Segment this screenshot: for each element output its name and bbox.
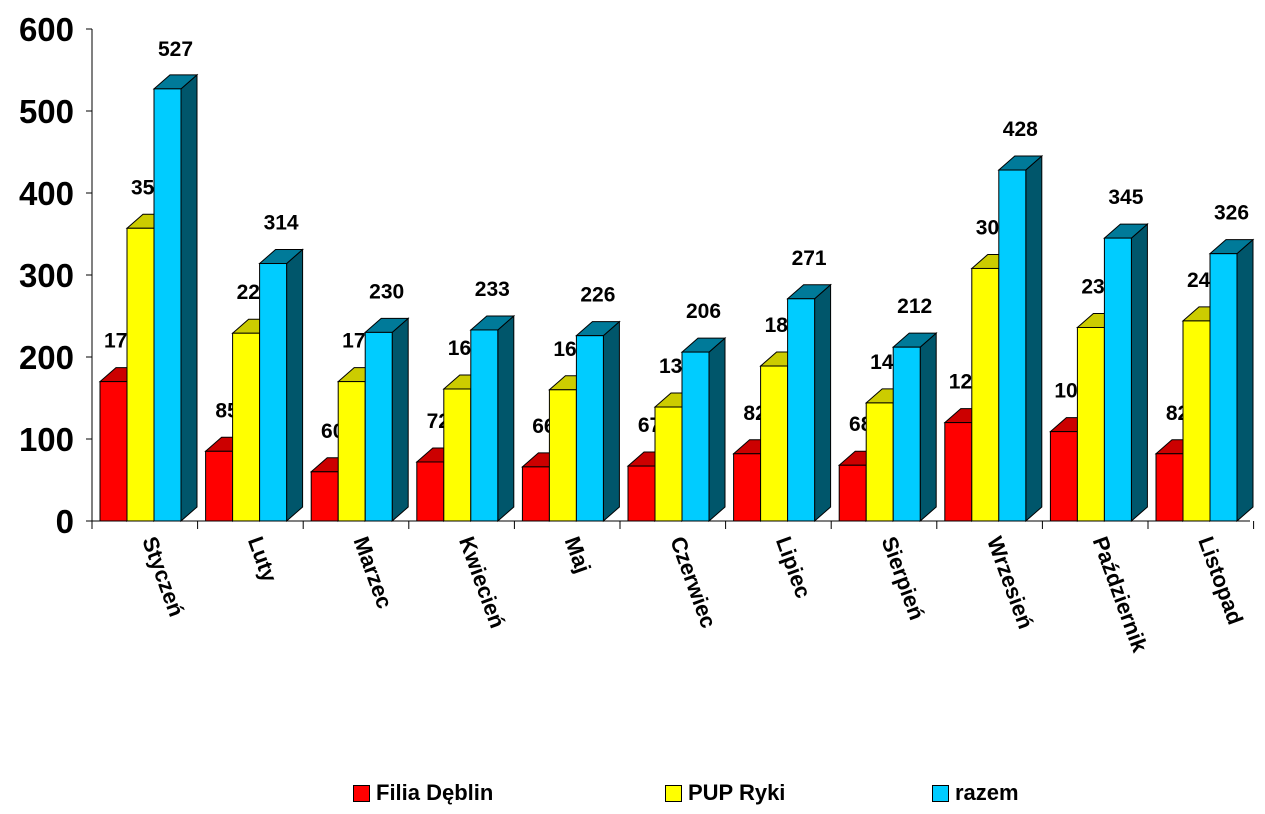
bar-front — [998, 169, 1027, 522]
bar-front — [838, 464, 867, 522]
bar-side — [286, 248, 304, 523]
x-tick-label: Czerwiec — [665, 533, 721, 631]
data-label: 527 — [158, 38, 193, 61]
data-label: 226 — [580, 284, 615, 307]
bar-front — [548, 389, 577, 522]
legend-swatch-filia-deblin — [353, 784, 370, 802]
data-label: 212 — [897, 295, 932, 318]
legend-item-razem: razem — [932, 780, 1019, 806]
bar-side — [391, 317, 409, 523]
data-label: 345 — [1108, 186, 1143, 209]
data-label: 206 — [686, 300, 721, 323]
bar-front — [99, 381, 128, 522]
y-tick-label: 100 — [19, 421, 74, 458]
y-tick-label: 200 — [19, 339, 74, 376]
x-tick-label: Listopad — [1193, 533, 1248, 628]
bar-front — [126, 227, 155, 522]
bar-front — [232, 332, 261, 522]
bar-front — [364, 331, 393, 522]
data-label: 428 — [1003, 118, 1038, 141]
bar-front — [1182, 320, 1211, 522]
bar-front — [1103, 237, 1132, 522]
y-tick-label: 600 — [19, 11, 74, 48]
bar-front — [416, 461, 445, 522]
bar-front — [1076, 326, 1105, 522]
y-tick-label: 0 — [56, 503, 74, 540]
data-label: 230 — [369, 280, 404, 303]
bar-front — [470, 329, 499, 522]
bar-front — [733, 453, 762, 522]
bar-front — [971, 267, 1000, 522]
bar-front — [259, 263, 288, 522]
bar-front — [627, 465, 656, 522]
bar-front — [337, 381, 366, 522]
bar-razem — [680, 336, 727, 523]
legend: Filia Dęblin PUP Ryki razem — [0, 780, 1265, 814]
bar-front — [760, 365, 789, 522]
bar-front — [1209, 253, 1238, 522]
bar-front — [521, 466, 550, 522]
y-tick-label: 300 — [19, 257, 74, 294]
y-tick-label: 500 — [19, 93, 74, 130]
bar-front — [892, 346, 921, 522]
bar-side — [708, 336, 726, 523]
bar-front — [153, 88, 182, 522]
legend-label-pup-ryki: PUP Ryki — [688, 780, 786, 805]
chart-svg: 0100200300400500600170357527Styczeń85229… — [19, 11, 1255, 656]
bar-razem — [1208, 238, 1255, 523]
legend-item-pup-ryki: PUP Ryki — [665, 780, 785, 806]
bar-razem — [997, 154, 1044, 523]
bar-front — [1155, 453, 1184, 522]
bar-front — [310, 471, 339, 522]
bar-razem — [258, 248, 304, 523]
bar-front — [681, 351, 710, 522]
x-tick-label: Sierpień — [877, 533, 930, 623]
data-label: 314 — [264, 212, 299, 235]
bar-side — [1130, 222, 1148, 523]
bar-razem — [891, 332, 938, 523]
bar-side — [602, 320, 620, 523]
bar-razem — [469, 314, 516, 523]
legend-item-filia-deblin: Filia Dęblin — [353, 780, 493, 806]
bar-front — [787, 298, 816, 522]
bar-razem — [786, 283, 832, 523]
legend-label-filia-deblin: Filia Dęblin — [376, 780, 494, 805]
legend-swatch-pup-ryki — [665, 784, 682, 802]
bar-front — [205, 450, 234, 522]
x-tick-label: Październik — [1088, 533, 1153, 656]
bar-front — [865, 402, 894, 522]
data-label: 271 — [792, 247, 827, 270]
data-label: 326 — [1214, 202, 1249, 225]
bar-side — [180, 73, 198, 523]
bar-side — [814, 283, 832, 523]
bar-razem — [152, 73, 199, 523]
bar-side — [919, 332, 937, 523]
bar-side — [497, 314, 515, 523]
x-tick-label: Maj — [560, 533, 596, 576]
y-tick-label: 400 — [19, 175, 74, 212]
bar-razem — [363, 317, 410, 523]
bar-front — [1049, 431, 1078, 522]
bar-side — [1236, 238, 1254, 523]
bar-front — [944, 422, 973, 522]
x-tick-label: Styczeń — [137, 533, 189, 620]
x-tick-label: Luty — [243, 533, 283, 586]
legend-label-razem: razem — [955, 780, 1019, 805]
bar-side — [1025, 154, 1043, 523]
x-tick-label: Kwiecień — [454, 533, 510, 631]
x-tick-label: Lipiec — [771, 533, 816, 601]
bar-front — [575, 335, 604, 522]
bar-front — [443, 388, 472, 522]
x-tick-label: Wrzesień — [982, 533, 1038, 632]
x-tick-label: Marzec — [349, 533, 398, 612]
bar-front — [654, 406, 683, 522]
legend-swatch-razem — [932, 784, 949, 802]
data-label: 233 — [475, 278, 510, 301]
bar-razem — [1103, 222, 1149, 523]
bar-razem — [575, 320, 621, 523]
